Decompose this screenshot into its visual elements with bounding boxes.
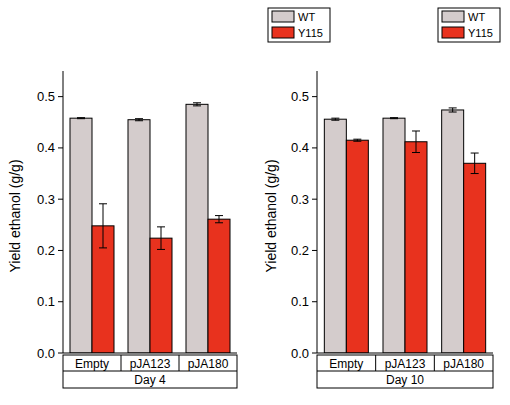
y-tick-label: 0.0 — [37, 346, 55, 361]
y-tick-label: 0.4 — [291, 140, 309, 155]
bar — [405, 142, 427, 353]
y-tick — [312, 96, 317, 97]
legend-swatch — [442, 27, 464, 38]
y-tick — [312, 250, 317, 251]
x-tick-label: Empty — [75, 357, 109, 371]
category-divider — [317, 371, 493, 372]
y-tick-label: 0.4 — [37, 140, 55, 155]
legend-label: Y115 — [468, 27, 493, 39]
error-bar — [215, 216, 223, 223]
legend-swatch — [272, 27, 294, 38]
x-axis — [63, 353, 237, 354]
y-tick — [312, 301, 317, 302]
bar — [186, 104, 208, 353]
x-tick-label: pJA123 — [385, 357, 426, 371]
error-bar — [353, 139, 361, 141]
error-bar — [99, 204, 107, 248]
legend-swatch — [442, 11, 464, 22]
error-bar — [135, 119, 143, 121]
legend-label: WT — [468, 11, 485, 23]
y-tick-label: 0.2 — [291, 243, 309, 258]
category-divider — [375, 355, 376, 371]
legend-frame — [268, 8, 330, 42]
error-bar — [157, 227, 165, 250]
legend: WT Y115 — [268, 8, 330, 42]
bar — [324, 119, 346, 353]
category-divider — [121, 355, 122, 371]
chart: 0.0 0.1 0.2 0.3 0.4 0.5 Empty pJA123 pJA180 Day 1… — [263, 8, 500, 388]
error-bar — [390, 118, 398, 119]
figure: 0.0 0.1 0.2 0.3 0.4 0.5 Empty pJA123 pJA180 Day 4… — [0, 0, 510, 405]
y-axis — [63, 71, 64, 353]
y-tick-label: 0.1 — [291, 294, 309, 309]
bar — [346, 140, 368, 353]
y-tick-label: 0.3 — [291, 192, 309, 207]
bar — [70, 118, 92, 353]
y-tick-label: 0.3 — [37, 192, 55, 207]
y-tick — [58, 96, 63, 97]
y-tick — [58, 250, 63, 251]
legend: WT Y115 — [438, 8, 500, 42]
category-divider — [179, 355, 180, 371]
y-axis — [317, 71, 318, 353]
y-tick — [312, 147, 317, 148]
x-tick-label: pJA180 — [443, 357, 484, 371]
bar — [128, 120, 150, 353]
legend-label: Y115 — [298, 27, 323, 39]
error-bar — [412, 131, 420, 153]
legend-label: WT — [298, 11, 315, 23]
y-tick — [58, 147, 63, 148]
y-tick-label: 0.5 — [37, 89, 55, 104]
y-tick — [312, 353, 317, 354]
category-frame — [317, 355, 493, 388]
x-tick-label: pJA123 — [130, 357, 171, 371]
x-tick-label: Empty — [329, 357, 363, 371]
bar — [383, 118, 405, 353]
y-tick — [58, 199, 63, 200]
legend-swatch — [272, 11, 294, 22]
legend-frame — [438, 8, 500, 42]
y-axis-label: Yield ethanol (g/g) — [7, 159, 23, 272]
x-tick-label: pJA180 — [188, 357, 229, 371]
y-tick — [58, 353, 63, 354]
chart: 0.0 0.1 0.2 0.3 0.4 0.5 Empty pJA123 pJA180 Day 4… — [7, 8, 330, 388]
y-tick-label: 0.0 — [291, 346, 309, 361]
y-tick — [58, 301, 63, 302]
x-axis-label: Day 10 — [386, 373, 424, 387]
x-axis-label: Day 4 — [134, 373, 166, 387]
y-tick-label: 0.1 — [37, 294, 55, 309]
error-bar — [77, 118, 85, 119]
error-bar — [449, 108, 457, 112]
bars — [324, 108, 485, 353]
bars — [70, 103, 230, 353]
bar — [150, 238, 172, 353]
bar — [442, 110, 464, 353]
y-axis-label: Yield ethanol (g/g) — [263, 159, 279, 272]
y-tick-label: 0.2 — [37, 243, 55, 258]
bar — [464, 163, 486, 353]
error-bar — [331, 118, 339, 120]
error-bar — [193, 103, 201, 106]
bar — [208, 219, 230, 353]
x-axis — [317, 353, 493, 354]
category-divider — [434, 355, 435, 371]
error-bar — [471, 153, 479, 174]
category-frame — [63, 355, 237, 388]
category-divider — [63, 371, 237, 372]
y-tick-label: 0.5 — [291, 89, 309, 104]
y-tick — [312, 199, 317, 200]
